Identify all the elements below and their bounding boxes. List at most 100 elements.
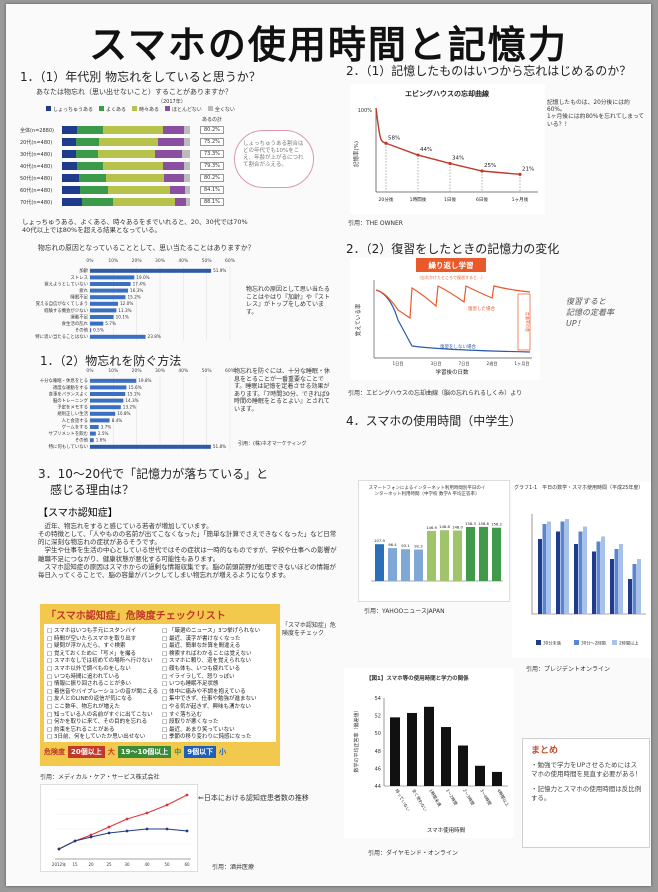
bar <box>90 282 131 286</box>
cause-bar-chart: 0% 10% 20% 30% 40% 50% 60% 加齢 51.9% ストレス 19.0% 覚えよう… <box>35 258 236 341</box>
review-label: 復習した場合 <box>468 305 495 312</box>
bar <box>479 526 488 581</box>
stacked-segment <box>102 162 164 170</box>
x-tick: 7日目 <box>458 361 469 367</box>
checklist-item[interactable]: □ スマホ以外で調べものをしない <box>47 665 131 672</box>
checklist-item[interactable]: □ 時間が空いたらスマホを取り出す <box>47 635 137 642</box>
checklist-item[interactable]: □ 友人とのLINEの返信が気になる <box>47 696 133 702</box>
bar <box>614 549 619 614</box>
bar-value: 23.8% <box>148 334 161 339</box>
bar <box>90 444 211 449</box>
checklist-item[interactable]: □ 最近、漢字が書けなくなった <box>162 635 241 642</box>
y-tick: 52 <box>375 714 381 720</box>
stacked-segment <box>102 126 164 134</box>
bar <box>90 438 94 443</box>
stacked-row <box>62 186 190 194</box>
checklist-item[interactable]: □ 知っている人の名前がすぐに出てこない <box>47 711 153 718</box>
legend-item: 全くない <box>207 106 235 113</box>
checklist-item[interactable]: □ 情報に振り回されることが多い <box>47 681 131 687</box>
checklist-item[interactable]: □ 顔も体も、いつも疲れている <box>162 665 241 672</box>
trend-point <box>145 827 149 831</box>
checklist-item[interactable]: □ 何かを取りに来て、その目的を忘れる <box>47 719 148 725</box>
checklist-item[interactable]: □ 検索すればわかることは覚えない <box>162 650 252 657</box>
bar-label: 規則正しい生活 <box>57 410 88 417</box>
stacked-segment <box>77 162 103 170</box>
checklist-item[interactable]: □ イライラして、怒りっぽい <box>162 673 235 680</box>
bar <box>596 541 601 614</box>
bar-value: 158.3 <box>465 521 476 526</box>
checklist-item[interactable]: □ すぐ落ち込む <box>162 711 202 718</box>
bar <box>542 524 547 614</box>
bar <box>90 275 135 280</box>
point-label: 44% <box>420 147 432 153</box>
checklist-item[interactable]: □ 最近、あまり笑っていない <box>162 726 235 733</box>
stacked-segment <box>78 174 106 182</box>
bar-label: 疲れ <box>79 287 88 294</box>
axis-tick: 30% <box>155 258 166 264</box>
bar-label: 睡眠不足 <box>70 294 88 301</box>
bar-label: ストレス <box>70 275 88 281</box>
axis-tick: 30% <box>155 368 166 374</box>
bar-label: 経験する機会が少ない <box>44 307 89 314</box>
bar-value: 10.8% <box>117 411 130 416</box>
checklist-item[interactable]: □ 段取りが悪くなった <box>162 719 219 725</box>
stacked-segment <box>174 198 187 206</box>
legend-item: よくある <box>99 106 126 113</box>
stacked-segment <box>157 138 184 146</box>
bar <box>90 411 116 416</box>
checklist-item[interactable]: □ スマホはいつも手元にスタンバイ <box>47 628 137 634</box>
bar-value: 51.9% <box>213 268 226 273</box>
checklist-item[interactable]: □ 着信音やバイブレーションの音が聞こえる <box>47 688 159 695</box>
checklist-item[interactable]: □ 「厳選のニュース」3つ挙げられない <box>162 628 261 634</box>
y-tick: 50 <box>375 731 381 737</box>
y-axis-label: 数学の平均正答率（偏差値） <box>353 707 360 772</box>
point-label: 34% <box>452 155 464 161</box>
bar-label: 予定をメモする <box>57 404 88 411</box>
stacked-segment <box>163 162 184 170</box>
trend-point <box>125 829 129 833</box>
trend-point <box>185 829 189 833</box>
age-label: 60代(n=480) <box>20 188 53 194</box>
checklist-body: □ スマホはいつも手元にスタンバイ □ 時間が空いたらスマホを取り出す □ 疑問が浮… <box>44 624 276 742</box>
cause-comment: 物忘れの原因として思い当たることはやはり『加齢』や『ストレス』がトップをしめてい… <box>246 286 331 316</box>
checklist-item[interactable]: □ スマホなしでは初めての場所へ行けない <box>47 658 153 664</box>
checklist-item[interactable]: □ 覚えておくために「写メ」を撮る <box>47 650 137 657</box>
prevent-heading: 1．（2）物忘れを防ぐ方法 <box>40 354 182 368</box>
checklist-item[interactable]: □ 最近、簡単な計算を間違える <box>162 643 241 649</box>
bar-value: 13.2% <box>123 405 136 410</box>
checklist-item[interactable]: □ いつも時間に追われている <box>47 673 120 680</box>
bar-value: 146.9 <box>426 525 437 530</box>
sec3-source: 引用：メディカル・ケア・サービス株式会社 <box>40 774 160 781</box>
checklist-item[interactable]: □ 集中できず、仕事や勉強が進まない <box>162 696 257 702</box>
checklist-item[interactable]: □ 3日前、何をしていたか思い出せない <box>47 734 146 740</box>
bar-value: 148.0 <box>452 525 463 530</box>
bar-value: 96.4 <box>388 542 397 547</box>
checklist-item[interactable]: □ いつも睡眠不足状態 <box>162 681 219 687</box>
noreview-label: 復習をしない場合 <box>440 343 476 350</box>
bar-value: 2.5% <box>98 431 109 436</box>
x-tick: 1時間未満 <box>427 788 443 808</box>
checklist-item[interactable]: □ 体中に痛みや不調を抱えている <box>162 688 246 695</box>
bar-value: 15.2% <box>127 295 140 300</box>
x-tick: 1日目 <box>392 361 403 367</box>
sec2b-source: 引用：エビングハウスの忘却曲線（脳の忘れられるしくみ）より <box>348 390 523 397</box>
sec3-heading: 3．10〜20代で「記憶力が落ちている」と 感じる理由は？ <box>38 467 269 498</box>
bar-label: 特に何もしていない <box>49 443 89 450</box>
checklist-right: □ 「厳選のニュース」3つ挙げられない □ 最近、漢字が書けなくなった □ 最近、簡… <box>162 626 274 740</box>
checklist-item[interactable]: □ スマホに頼り、道を覚えられない <box>162 658 252 664</box>
review-chart: 繰り返し学習 （忘れかけたところで復習すると…） 覚えている率 復習した場合復習をしな… <box>354 258 532 376</box>
poster-title: スマホの使用時間と記憶力 <box>89 22 568 67</box>
checklist-item[interactable]: □ 約束を忘れることがある <box>47 726 115 733</box>
x-tick: 持っていない <box>393 788 412 813</box>
checklist-item[interactable]: □ ここ数年、物忘れが増えた <box>47 703 120 710</box>
sec3-sub: 【スマホ認知症】 <box>38 508 118 519</box>
summary-item: ・記憶力とスマホの使用時間は反比例する。 <box>531 785 642 803</box>
checklist-item[interactable]: □ 季節の移り変わりに鈍感になった <box>162 734 252 740</box>
trend-point <box>165 827 169 831</box>
checklist-item[interactable]: □ 疑問が浮かんだら、すぐ検索 <box>47 643 126 649</box>
bar-label: 十分な睡眠・休息をとる <box>40 377 88 384</box>
x-tick: 1時間後 <box>410 196 427 203</box>
checklist-item[interactable]: □ やる気が起きず、興味も湧かない <box>162 703 252 710</box>
bar-value: 19.0% <box>136 275 149 280</box>
stacked-segment <box>113 198 175 206</box>
